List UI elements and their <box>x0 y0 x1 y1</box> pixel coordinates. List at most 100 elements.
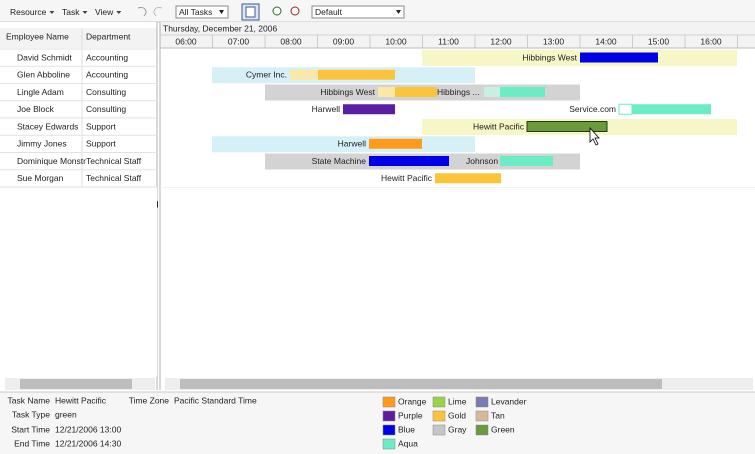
task-label[interactable]: Hewitt Pacific <box>381 173 433 183</box>
legend-label: Levander <box>491 396 527 406</box>
hour-label: 13:00 <box>543 36 565 46</box>
task-label[interactable]: State Machine <box>312 156 367 166</box>
legend-label: Lime <box>448 396 467 406</box>
hour-label: 09:00 <box>333 36 355 46</box>
employee-name[interactable]: David Schmidt <box>17 52 72 62</box>
view-filter[interactable] <box>311 5 405 19</box>
zoom-in[interactable] <box>272 6 282 16</box>
column-header[interactable]: Employee Name <box>6 31 69 41</box>
chart-bottom <box>160 187 755 188</box>
task-bar[interactable] <box>395 87 437 97</box>
legend-label: Green <box>491 424 515 434</box>
employee-name[interactable]: Stacey Edwards <box>17 121 78 131</box>
mouse-cursor <box>589 126 600 146</box>
task-bar[interactable] <box>632 104 711 115</box>
detail-value: 12/21/2006 14:30 <box>55 438 121 448</box>
task-bar[interactable] <box>484 87 500 97</box>
menu[interactable]: Resource <box>10 7 47 17</box>
task-label[interactable]: Hibbings West <box>320 87 375 97</box>
timeline-date: Thursday, December 21, 2006 <box>163 23 277 33</box>
legend-swatch <box>382 410 396 422</box>
department[interactable]: Technical Staff <box>86 156 142 166</box>
task-label[interactable]: Hewitt Pacific <box>473 121 525 131</box>
detail-value: green <box>55 409 77 419</box>
employee-name[interactable]: Jimmy Jones <box>17 139 67 149</box>
task-bar[interactable] <box>318 69 395 80</box>
legend-label: Gold <box>448 410 466 420</box>
menu-arrow <box>49 11 55 14</box>
employee-name[interactable]: Lingle Adam <box>17 87 64 97</box>
task-label[interactable]: Harwell <box>338 139 366 149</box>
task-bar[interactable] <box>290 69 318 80</box>
redo-icon[interactable] <box>153 7 163 17</box>
task-bar[interactable] <box>435 173 501 184</box>
employee-name[interactable]: Glen Abboline <box>17 70 70 80</box>
detail-label: Start Time <box>11 424 50 434</box>
legend-label: Gray <box>448 424 467 434</box>
task-bar[interactable] <box>618 103 633 115</box>
task-label[interactable]: Hibbings West <box>522 52 577 62</box>
task-bar[interactable] <box>378 87 395 97</box>
menu[interactable]: View <box>95 7 114 17</box>
legend-swatch <box>475 396 489 408</box>
detail-label: Time Zone <box>129 395 170 405</box>
legend-label: Aqua <box>398 438 418 448</box>
detail-value: Pacific Standard Time <box>174 395 257 405</box>
task-bar[interactable] <box>500 87 545 97</box>
legend-label: Blue <box>398 424 415 434</box>
hour-label: 11:00 <box>438 36 459 46</box>
task-label[interactable]: Service.com <box>569 104 616 114</box>
task-label[interactable]: Hibbings ... <box>437 87 480 97</box>
legend-swatch <box>382 438 396 450</box>
task-label[interactable]: Johnson <box>466 156 498 166</box>
department[interactable]: Support <box>86 139 116 149</box>
department[interactable]: Consulting <box>86 87 126 97</box>
legend-swatch <box>475 424 489 436</box>
employee-name[interactable]: Dominique Monstr <box>17 156 86 166</box>
hour-label: 07:00 <box>228 36 250 46</box>
legend-swatch <box>382 424 396 436</box>
task-bar[interactable] <box>580 52 658 63</box>
legend-swatch <box>382 396 396 408</box>
hour-label: 16:00 <box>700 36 722 46</box>
availability <box>422 50 737 66</box>
hour-label: 08:00 <box>280 36 302 46</box>
task-bar[interactable] <box>526 121 608 132</box>
legend-label: Orange <box>398 396 427 406</box>
legend-swatch <box>475 410 489 422</box>
task-filter-text: All Tasks <box>179 7 212 17</box>
task-label[interactable]: Harwell <box>312 104 340 114</box>
department[interactable]: Consulting <box>86 104 126 114</box>
column-header[interactable]: Department <box>86 31 131 41</box>
hour-label: 06:00 <box>175 36 197 46</box>
menu-arrow <box>82 11 88 14</box>
menu[interactable]: Task <box>62 7 80 17</box>
department[interactable]: Accounting <box>86 52 128 62</box>
undo-icon[interactable] <box>137 7 147 17</box>
details-panel <box>0 392 755 454</box>
task-bar[interactable] <box>500 156 553 166</box>
zoom-out[interactable] <box>290 6 300 16</box>
detail-label: Task Name <box>7 395 50 405</box>
department[interactable]: Support <box>86 121 116 131</box>
task-label[interactable]: Cymer Inc. <box>246 70 287 80</box>
department[interactable]: Accounting <box>86 70 128 80</box>
legend-swatch <box>432 410 446 422</box>
legend-swatch <box>432 396 446 408</box>
employee-name[interactable]: Sue Morgan <box>17 173 64 183</box>
employee-name[interactable]: Joe Block <box>17 104 55 114</box>
legend-swatch <box>432 424 446 436</box>
detail-value: 12/21/2006 13:00 <box>55 424 121 434</box>
task-filter[interactable] <box>175 5 229 19</box>
detail-label: Task Type <box>12 409 50 419</box>
hour-label: 10:00 <box>385 36 407 46</box>
task-bar[interactable] <box>343 104 395 115</box>
department[interactable]: Technical Staff <box>86 173 142 183</box>
hour-label: 15:00 <box>648 36 670 46</box>
hour-label: 14:00 <box>595 36 617 46</box>
legend-label: Purple <box>398 410 423 420</box>
task-bar[interactable] <box>369 156 449 166</box>
task-bar[interactable] <box>369 138 422 149</box>
menu-arrow <box>116 11 122 14</box>
